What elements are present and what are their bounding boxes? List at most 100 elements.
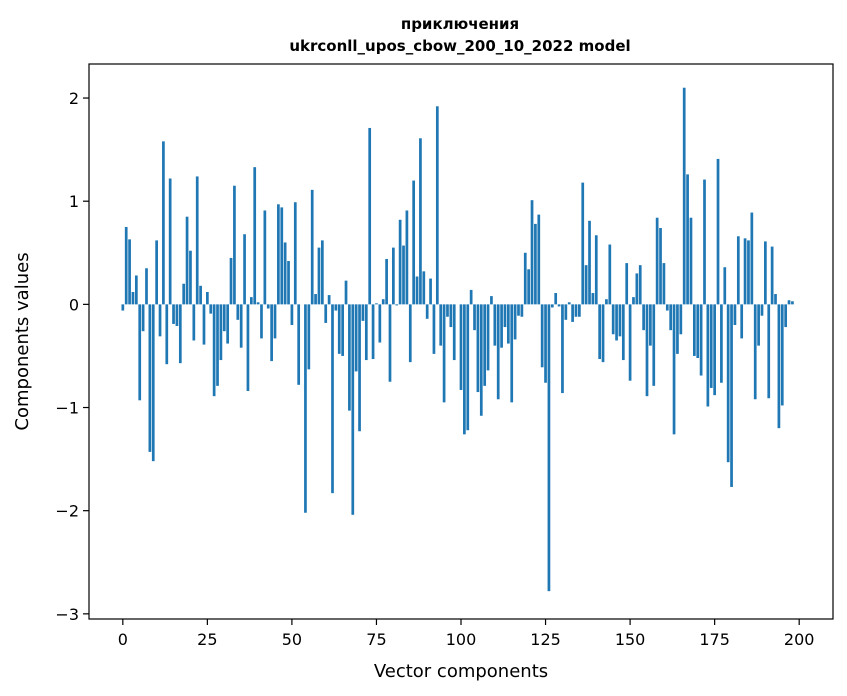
bar — [189, 250, 192, 305]
bar — [449, 304, 453, 328]
bar — [645, 304, 649, 397]
bar — [212, 304, 216, 397]
bar — [476, 304, 480, 393]
bar — [679, 304, 683, 335]
bar — [581, 182, 585, 305]
bar — [659, 228, 662, 305]
bar — [686, 174, 689, 305]
bar — [263, 210, 267, 305]
bar — [348, 304, 351, 411]
bar — [672, 304, 676, 435]
bar — [500, 304, 503, 348]
bar — [554, 293, 558, 305]
bar — [706, 304, 710, 407]
bar — [459, 304, 463, 390]
bar — [327, 295, 331, 305]
bar — [523, 252, 527, 305]
bar — [774, 294, 777, 305]
bar — [290, 304, 294, 325]
bar — [192, 304, 196, 341]
bar — [689, 217, 693, 305]
bar — [665, 304, 669, 311]
bar — [561, 304, 564, 394]
bar — [226, 304, 230, 344]
y-tick-label: 2 — [69, 89, 79, 108]
bar — [395, 304, 399, 306]
bar — [320, 240, 324, 305]
bar — [324, 304, 328, 323]
bar — [375, 303, 378, 305]
bar — [388, 304, 392, 382]
bar — [767, 304, 771, 399]
bar — [175, 304, 179, 327]
bar — [378, 304, 382, 343]
bar — [578, 304, 581, 317]
bar — [621, 304, 625, 361]
bar — [473, 304, 476, 331]
bar — [206, 291, 209, 305]
bar — [385, 258, 388, 305]
bar — [791, 301, 794, 305]
bar — [496, 304, 500, 400]
bar — [178, 304, 182, 364]
bar — [764, 241, 767, 305]
x-axis-ticks: 0 25 50 75 100 125 150 175 200 — [118, 619, 814, 649]
bar — [435, 106, 439, 305]
bar — [229, 257, 233, 305]
bar — [784, 304, 788, 328]
bar — [412, 180, 416, 305]
bar — [273, 304, 277, 339]
bar — [128, 239, 131, 305]
bar — [402, 245, 405, 305]
bar — [405, 210, 409, 305]
bar — [168, 178, 172, 305]
bar — [415, 276, 419, 305]
bar — [452, 304, 456, 361]
bar — [398, 219, 402, 305]
bar — [598, 304, 602, 360]
bar — [490, 296, 493, 305]
bar — [757, 304, 760, 346]
bar — [419, 138, 422, 305]
bar — [493, 304, 497, 346]
bar — [371, 304, 375, 360]
bar — [422, 271, 426, 305]
bar — [185, 216, 189, 305]
bar — [236, 304, 240, 320]
bar — [134, 275, 138, 305]
bar — [787, 300, 791, 305]
bar — [615, 304, 618, 341]
bar — [466, 304, 470, 431]
bar — [314, 294, 317, 305]
bar — [740, 304, 744, 339]
bar — [253, 167, 257, 305]
bar — [716, 158, 720, 305]
bar — [676, 304, 679, 354]
bar — [611, 304, 615, 335]
bar — [713, 304, 716, 396]
bar — [483, 304, 487, 386]
bar — [354, 304, 358, 372]
bar — [239, 304, 243, 348]
bar — [432, 304, 436, 354]
bar — [703, 179, 706, 305]
bar — [726, 304, 730, 463]
bar — [594, 235, 598, 305]
bar — [172, 304, 175, 324]
bar — [669, 304, 673, 331]
bar — [182, 283, 186, 305]
bar — [632, 297, 635, 305]
bar — [649, 304, 652, 346]
bar — [344, 280, 348, 305]
bar — [760, 304, 764, 316]
bar — [733, 304, 737, 325]
bar — [605, 299, 608, 305]
bar — [682, 87, 686, 305]
chart-title-line-1: приключения — [401, 15, 519, 33]
bar — [753, 304, 757, 400]
bar — [199, 285, 202, 305]
bar — [439, 304, 443, 346]
bar — [145, 268, 148, 305]
bar — [121, 304, 125, 311]
